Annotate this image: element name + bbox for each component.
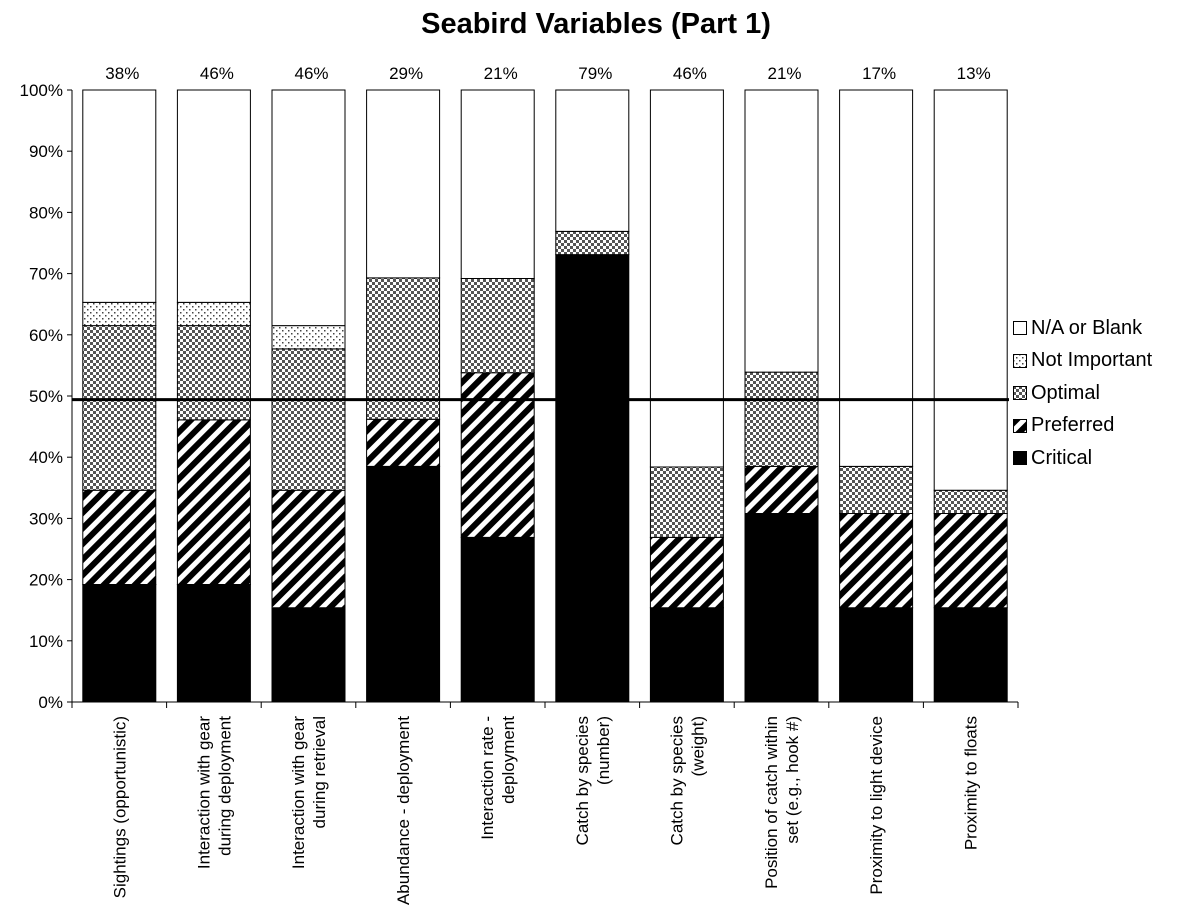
bar-top-label: 21%: [484, 64, 518, 83]
bar-segment-critical: [460, 536, 535, 703]
bar-segment-preferred: [744, 465, 819, 515]
bar-segment-optimal: [82, 325, 157, 491]
legend-swatch-n-a-or-blank: [1013, 321, 1027, 336]
y-tick-label: 60%: [29, 326, 63, 345]
bar-segment-optimal: [271, 348, 346, 491]
bar-segment-n-a-or-blank: [839, 89, 914, 467]
x-category-label: set (e.g., hook #): [783, 716, 802, 844]
bar-segment-optimal: [649, 466, 724, 538]
y-tick-label: 90%: [29, 142, 63, 161]
y-tick-label: 100%: [20, 81, 63, 100]
legend-swatch-not-important: [1013, 353, 1027, 368]
y-tick-label: 10%: [29, 632, 63, 651]
bar-segment-critical: [933, 607, 1008, 703]
x-category-label: Catch by species: [573, 716, 592, 845]
bar-segment-n-a-or-blank: [366, 89, 441, 279]
bar-segment-preferred: [933, 513, 1008, 609]
bar-segment-n-a-or-blank: [176, 89, 251, 303]
legend-swatch-optimal: [1013, 386, 1027, 401]
bar-segment-n-a-or-blank: [82, 89, 157, 303]
bar-segment-preferred: [271, 489, 346, 609]
legend-label: Not Important: [1031, 349, 1153, 372]
bar-segment-optimal: [744, 371, 819, 467]
bar-segment-not-important: [271, 325, 346, 350]
bar-top-label: 46%: [673, 64, 707, 83]
bar-segment-n-a-or-blank: [555, 89, 630, 232]
bar-top-label: 13%: [957, 64, 991, 83]
bar-segment-not-important: [176, 301, 251, 327]
legend-label: Optimal: [1031, 381, 1100, 404]
bar-segment-preferred: [366, 418, 441, 467]
x-category-label: during deployment: [215, 716, 234, 856]
x-category-label: Abundance - deployment: [394, 716, 413, 905]
x-category-label: (weight): [688, 716, 707, 776]
bar-segment-critical: [744, 513, 819, 703]
legend-label: N/A or Blank: [1031, 316, 1143, 339]
bar-top-label: 46%: [294, 64, 328, 83]
bar-segment-optimal: [176, 325, 251, 421]
bar-segment-critical: [176, 583, 251, 703]
y-tick-label: 40%: [29, 448, 63, 467]
chart-title: Seabird Variables (Part 1): [421, 8, 771, 40]
legend-item-n-a-or-blank: N/A or Blank: [1013, 312, 1152, 345]
legend-item-optimal: Optimal: [1013, 377, 1152, 410]
bar-segment-critical: [839, 607, 914, 703]
bar-segment-preferred: [649, 536, 724, 609]
bar-segment-critical: [555, 254, 630, 703]
chart-legend: N/A or Blank Not Important Optimal Preferre…: [1013, 312, 1152, 475]
bar-segment-optimal: [460, 277, 535, 374]
legend-item-critical: Critical: [1013, 442, 1152, 475]
bar-segment-critical: [366, 465, 441, 703]
x-category-label: during retrieval: [310, 716, 329, 828]
x-category-label: Proximity to floats: [962, 716, 981, 850]
bar-segment-optimal: [555, 230, 630, 256]
y-tick-label: 30%: [29, 509, 63, 528]
y-tick-label: 0%: [38, 693, 63, 712]
bar-segment-preferred: [460, 372, 535, 538]
bar-segment-critical: [82, 583, 157, 703]
bar-segment-n-a-or-blank: [460, 89, 535, 279]
x-category-label: Sightings (opportunistic): [110, 716, 129, 898]
legend-label: Critical: [1031, 446, 1093, 469]
x-category-label: Catch by species: [667, 716, 686, 845]
x-category-label: Proximity to light device: [867, 716, 886, 895]
legend-label: Preferred: [1031, 414, 1115, 437]
legend-swatch-preferred: [1013, 418, 1027, 433]
bar-segment-n-a-or-blank: [933, 89, 1008, 491]
x-category-label: Position of catch within: [762, 716, 781, 889]
x-category-label: Interaction rate -: [478, 716, 497, 840]
bar-top-label: 21%: [767, 64, 801, 83]
bar-segment-critical: [271, 607, 346, 703]
bar-top-label: 38%: [105, 64, 139, 83]
x-category-label: (number): [594, 716, 613, 785]
bar-segment-n-a-or-blank: [271, 89, 346, 327]
bar-top-label: 29%: [389, 64, 423, 83]
bar-segment-optimal: [933, 489, 1008, 515]
y-tick-label: 80%: [29, 203, 63, 222]
x-category-label: deployment: [499, 716, 518, 804]
legend-item-preferred: Preferred: [1013, 410, 1152, 443]
legend-swatch-critical: [1013, 451, 1027, 466]
bar-segment-preferred: [176, 419, 251, 585]
y-tick-label: 20%: [29, 571, 63, 590]
x-category-label: Interaction with gear: [289, 716, 308, 869]
x-category-label: Interaction with gear: [194, 716, 213, 869]
bar-segment-preferred: [839, 513, 914, 609]
bar-top-label: 46%: [200, 64, 234, 83]
legend-item-not-important: Not Important: [1013, 345, 1152, 378]
bar-segment-n-a-or-blank: [649, 89, 724, 468]
bar-segment-not-important: [82, 301, 157, 327]
bar-segment-optimal: [839, 465, 914, 515]
bar-top-label: 17%: [862, 64, 896, 83]
y-tick-label: 50%: [29, 387, 63, 406]
bar-segment-critical: [649, 607, 724, 703]
bar-segment-n-a-or-blank: [744, 89, 819, 373]
bar-top-label: 79%: [578, 64, 612, 83]
y-tick-label: 70%: [29, 265, 63, 284]
bar-segment-preferred: [82, 489, 157, 585]
bar-segment-optimal: [366, 277, 441, 420]
